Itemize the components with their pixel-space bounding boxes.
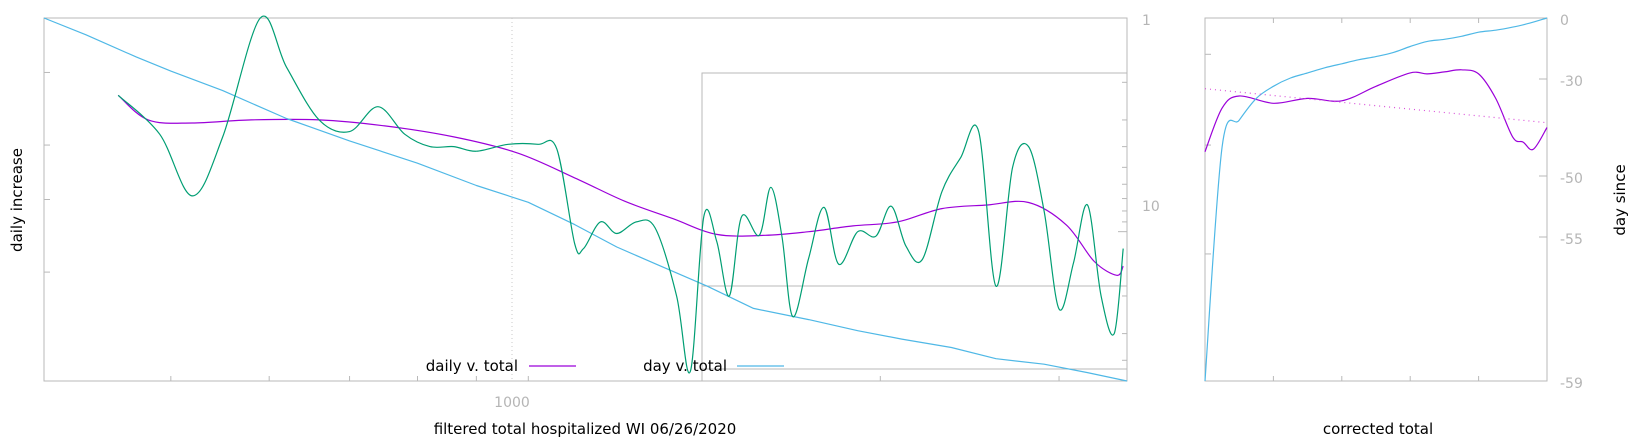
- y-tick-label-0: 0: [1560, 13, 1569, 29]
- y2-tick-label-1: 1: [1142, 13, 1151, 29]
- y-tick-label-minus50: -50: [1560, 171, 1583, 187]
- x-tick-label-1000: 1000: [494, 395, 530, 411]
- right-plot-frame: [1204, 17, 1548, 382]
- right-axis-ticks: [1205, 17, 1547, 382]
- y-tick-label-minus59: -59: [1560, 376, 1583, 392]
- right-y-axis-label: day since: [1611, 164, 1629, 235]
- left-chart-panel: 1000 1 10 filtered total hospitalized WI…: [8, 13, 1160, 438]
- series-line-daily-v-total: [117, 94, 1124, 276]
- right-series-trend: [1204, 88, 1548, 124]
- right-series-day-since: [1204, 17, 1548, 382]
- y2-tick-label-10: 10: [1142, 199, 1160, 215]
- right-series-smoothed-daily: [1204, 69, 1548, 153]
- series-line-raw-daily: [117, 15, 1124, 374]
- left-series-group: [43, 15, 1128, 382]
- y-axis-label: daily increase: [8, 148, 26, 252]
- right-chart-panel: 0 -30 -50 -55 -59 corrected total day si…: [1204, 13, 1629, 438]
- series-line-day-v-total: [43, 17, 1128, 382]
- left-axis-ticks: [44, 17, 1127, 381]
- x-axis-label: filtered total hospitalized WI 06/26/202…: [434, 420, 737, 438]
- zoom-region-box: [701, 72, 1128, 287]
- legend-label-daily-v-total: daily v. total: [426, 357, 518, 375]
- right-series-group: [1204, 17, 1548, 382]
- y-tick-label-minus30: -30: [1560, 74, 1583, 90]
- left-plot-frame: [43, 17, 1128, 382]
- y-tick-label-minus55: -55: [1560, 232, 1583, 248]
- legend: daily v. total day v. total: [426, 357, 784, 375]
- right-x-axis-label: corrected total: [1323, 420, 1433, 438]
- legend-label-day-v-total: day v. total: [643, 357, 727, 375]
